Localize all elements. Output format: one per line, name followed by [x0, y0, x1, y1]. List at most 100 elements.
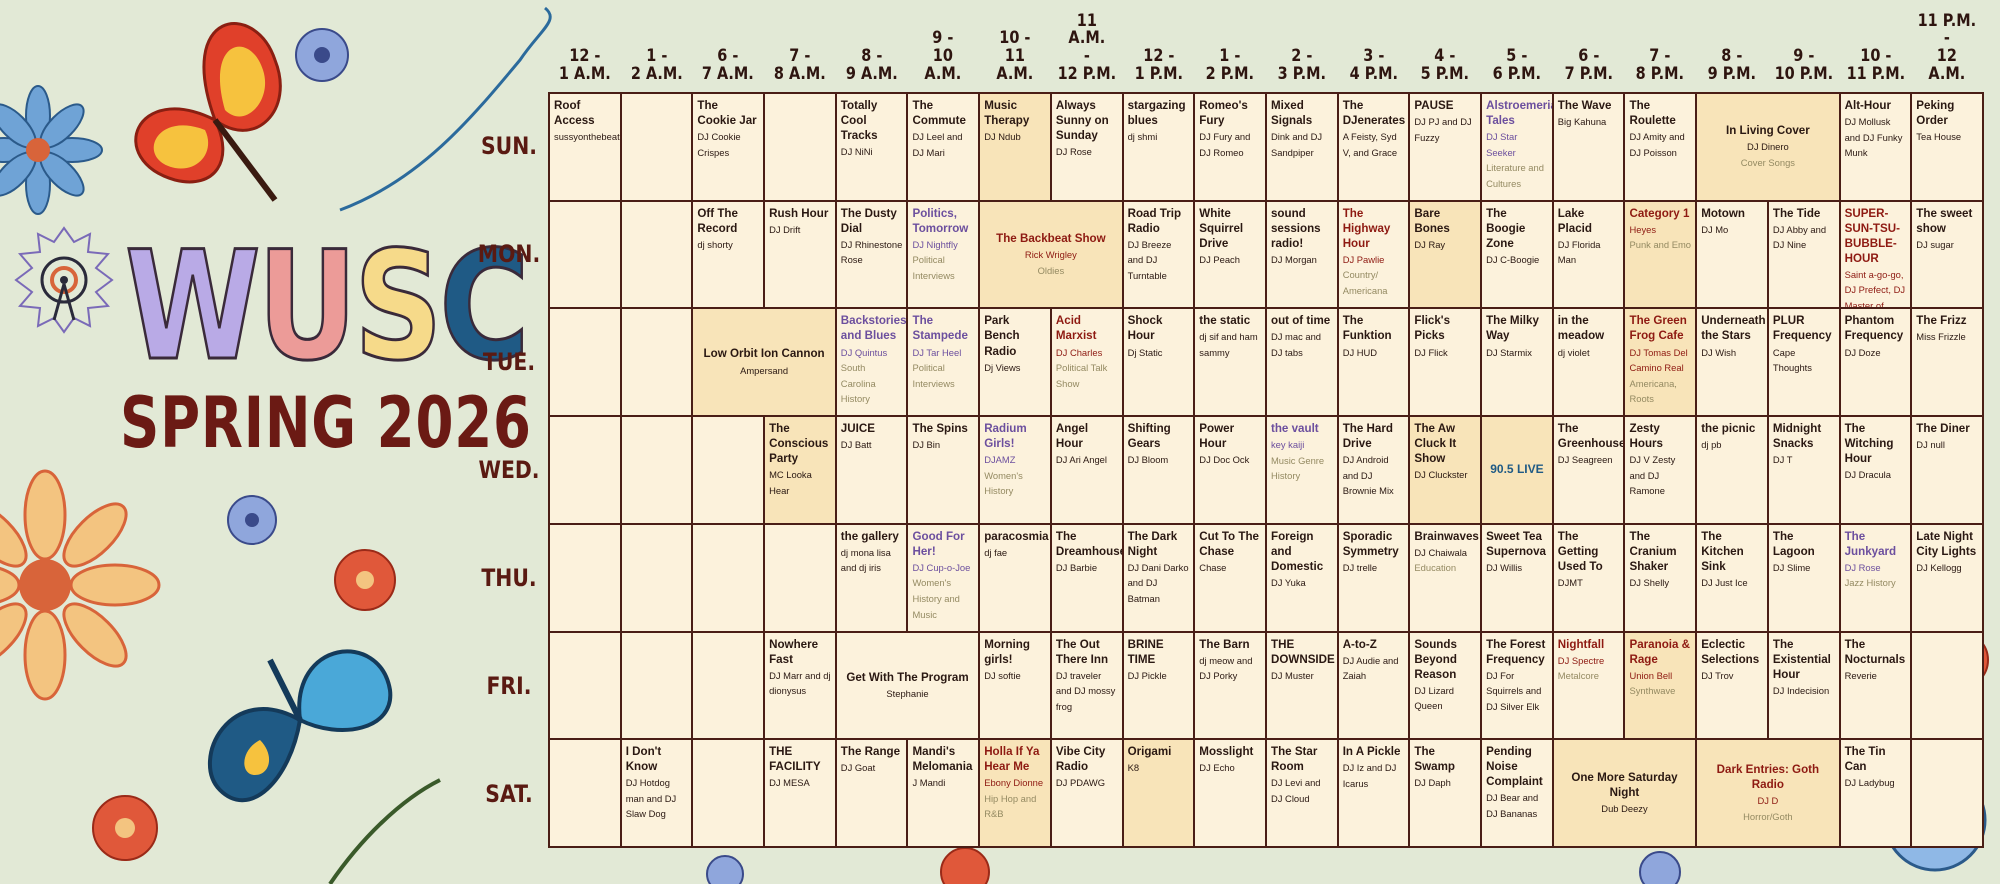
- empty-slot: [621, 632, 692, 739]
- show-title: In Living Cover: [1726, 124, 1810, 138]
- show-slot: THE DOWNSIDE DJ Muster: [1266, 632, 1337, 739]
- show-slot: Get With The Program Stephanie: [836, 632, 979, 739]
- day-label: TUE.: [482, 348, 536, 376]
- show-slot: Foreign and Domestic DJ Yuka: [1266, 524, 1337, 631]
- show-slot: The Junkyard DJ Rose Jazz History: [1840, 524, 1911, 631]
- show-slot: Nightfall DJ Spectre Metalcore: [1553, 632, 1624, 739]
- flower: [940, 847, 990, 884]
- show-slot: PLUR Frequency Cape Thoughts: [1768, 309, 1839, 416]
- show-title: BRINE TIME: [1127, 637, 1164, 666]
- show-host: DJ Trov: [1701, 669, 1734, 681]
- day-label: THU.: [481, 564, 537, 592]
- show-host: DJ Bear and DJ Bananas: [1486, 792, 1539, 819]
- show-title: The Range: [840, 745, 901, 759]
- show-title: Always Sunny on Sunday: [1055, 99, 1109, 143]
- empty-slot: [621, 94, 692, 200]
- show-slot: THE FACILITY DJ MESA: [765, 740, 835, 846]
- show-title: The Lagoon: [1772, 529, 1815, 558]
- show-title: The sweet show: [1916, 206, 1973, 235]
- show-host: DJ sugar: [1916, 238, 1954, 250]
- show-slot: Sounds Beyond Reason DJ Lizard Queen: [1410, 632, 1481, 739]
- time-slot-label: 7 - 8 P.M.: [1636, 46, 1685, 85]
- show-host: DJ Kellogg: [1916, 561, 1962, 573]
- show-title: Category 1: [1629, 206, 1690, 220]
- show-title: Backstories and Blues: [840, 314, 907, 343]
- show-title: the picnic: [1701, 422, 1756, 436]
- empty-slot: [550, 309, 620, 416]
- show-slot: The Tin Can DJ Ladybug: [1840, 740, 1911, 846]
- time-slot-label: 10 - 11 P.M.: [1846, 46, 1905, 85]
- show-host: DJ Barbie: [1055, 561, 1098, 573]
- show-host: DJ Quintus: [840, 346, 888, 358]
- show-slot: The Diner DJ null: [1912, 417, 1982, 523]
- show-genre: Literature and Cultures: [1486, 162, 1544, 189]
- show-title: Sweet Tea Supernova: [1486, 529, 1547, 558]
- show-title: One More Saturday Night: [1571, 770, 1678, 799]
- show-title: Phantom Frequency: [1844, 314, 1904, 343]
- season-title: SPRING 2026: [120, 382, 532, 464]
- show-title: Mixed Signals: [1270, 99, 1313, 128]
- show-host: DJ Amity and DJ Poisson: [1629, 131, 1685, 158]
- show-host: DJ Hotdog man and DJ Slaw Dog: [625, 777, 677, 820]
- show-host: DJ Doc Ock: [1199, 454, 1250, 466]
- empty-slot: [693, 740, 764, 846]
- show-title: The Dark Night: [1127, 529, 1178, 558]
- show-genre: Americana, Roots: [1629, 377, 1677, 405]
- show-host: DJ Drift: [769, 223, 801, 235]
- show-slot: Pending Noise Complaint DJ Bear and DJ Ba…: [1482, 740, 1552, 846]
- time-slot-label: 10 - 11 A.M.: [996, 28, 1034, 85]
- show-slot: The Getting Used To DJMT: [1553, 524, 1624, 631]
- show-title: Road Trip Radio: [1127, 206, 1182, 235]
- show-slot: sound sessions radio! DJ Morgan: [1266, 201, 1337, 308]
- show-slot: The Funktion DJ HUD: [1338, 309, 1409, 416]
- show-host: DJ V Zesty and DJ Ramone: [1629, 454, 1676, 497]
- day-label: MON.: [477, 240, 541, 268]
- show-host: DJ Muster: [1270, 669, 1314, 681]
- show-host: K8: [1127, 762, 1140, 774]
- show-host: DJ Wish: [1701, 346, 1737, 358]
- empty-slot: [550, 201, 620, 308]
- show-title: Radium Girls!: [984, 422, 1027, 451]
- show-slot: PAUSE DJ PJ and DJ Fuzzy: [1410, 94, 1481, 200]
- day-label: SUN.: [480, 132, 538, 160]
- show-slot: Brainwaves DJ Chaiwala Education: [1410, 524, 1481, 631]
- show-slot: The Commute DJ Leel and DJ Mari: [908, 94, 979, 200]
- show-host: DJ softie: [984, 669, 1021, 681]
- show-host: DJ Levi and DJ Cloud: [1270, 777, 1321, 804]
- show-slot: The Lagoon DJ Slime: [1768, 524, 1839, 631]
- show-slot: the vault key kaiji Music Genre History: [1266, 417, 1337, 523]
- show-title: sound sessions radio!: [1270, 206, 1321, 250]
- show-title: paracosmia: [984, 529, 1049, 543]
- show-title: Origami: [1127, 745, 1172, 759]
- time-slot-label: 12 - 1 P.M.: [1134, 46, 1183, 85]
- show-slot: In Living Cover DJ Dinero Cover Songs: [1697, 94, 1839, 200]
- show-title: The Nocturnals: [1844, 637, 1906, 666]
- show-slot: The Hard Drive DJ Android and DJ Brownie …: [1338, 417, 1409, 523]
- show-title: Lake Placid: [1557, 206, 1592, 235]
- show-slot: The Frizz Miss Frizzle: [1912, 309, 1982, 416]
- show-slot: Motown DJ Mo: [1697, 201, 1767, 308]
- show-host: DJ Peach: [1199, 253, 1240, 265]
- show-slot: Always Sunny on Sunday DJ Rose: [1051, 94, 1122, 200]
- time-slot-label: 9 - 10 A.M.: [924, 28, 962, 85]
- empty-slot: [550, 740, 620, 846]
- show-slot: The Milky Way DJ Starmix: [1482, 309, 1552, 416]
- show-slot: The Dusty Dial DJ Rhinestone Rose: [836, 201, 907, 308]
- time-slot-label: 11 P.M. - 12 A.M.: [1917, 10, 1977, 85]
- show-genre: Country/ Americana: [1342, 269, 1388, 296]
- flower: [92, 795, 158, 861]
- show-slot: Category 1 Heyes Punk and Emo: [1625, 201, 1696, 308]
- show-host: dj shmi: [1127, 131, 1158, 143]
- time-slot-label: 8 - 9 A.M.: [845, 46, 898, 85]
- show-slot: Roof Access sussyonthebeat: [550, 94, 620, 200]
- show-title: Shifting Gears: [1127, 422, 1171, 451]
- show-title: Mosslight: [1199, 745, 1254, 759]
- show-host: Dj Views: [984, 361, 1021, 373]
- show-host: DJ Dracula: [1844, 469, 1891, 481]
- show-title: Flick's Picks: [1414, 314, 1451, 343]
- schedule-grid: Roof Access sussyonthebeat The Cookie Jar D…: [548, 92, 1984, 848]
- show-title: In A Pickle: [1342, 745, 1401, 759]
- show-title: Politics, Tomorrow: [912, 206, 969, 235]
- show-slot: Sweet Tea Supernova DJ Willis: [1482, 524, 1552, 631]
- show-host: DJ Chaiwala: [1414, 546, 1468, 558]
